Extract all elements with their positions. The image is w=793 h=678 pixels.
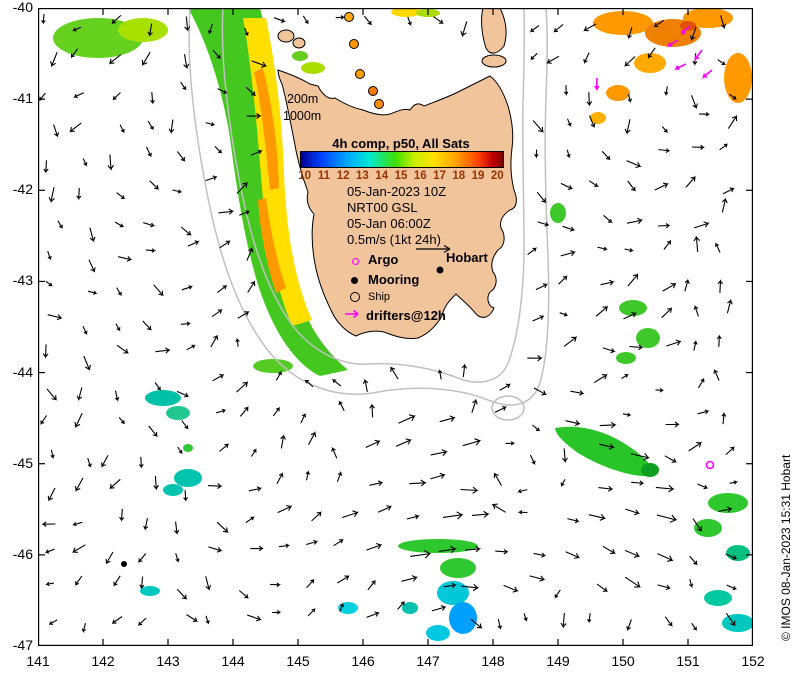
argo-float-circle (705, 460, 715, 470)
x-tick-label: 144 (221, 653, 245, 669)
y-tick-label: -46 (12, 545, 33, 562)
plot-frame (38, 8, 753, 646)
ship-observation-dot (344, 12, 354, 22)
y-tick-label: -40 (12, 0, 33, 15)
y-tick-label: -42 (12, 181, 33, 198)
colorbar-tick: 10 (298, 170, 312, 182)
legend-mooring-label: Mooring (368, 272, 420, 287)
current-datetime: 05-Jan 06:00Z (347, 216, 431, 231)
colorbar-tick: 17 (433, 170, 446, 182)
x-tick-label: 141 (26, 653, 50, 669)
map-canvas[interactable] (38, 8, 753, 646)
land-tasmania (277, 8, 517, 339)
argo-marker-icon (352, 258, 359, 265)
mooring-dot (121, 561, 127, 567)
legend-drifters-label: drifters@12h (366, 308, 446, 323)
sst-patches (53, 8, 753, 641)
sst-colorbar (300, 151, 504, 168)
x-tick-label: 151 (676, 653, 700, 669)
ship-observation-dot (355, 69, 365, 79)
copyright-text: © IMOS 08-Jan-2023 15:31 Hobart (779, 454, 793, 641)
product-name: NRT00 GSL (347, 200, 418, 215)
colorbar-tick: 20 (490, 170, 504, 182)
x-tick-label: 149 (546, 653, 570, 669)
hobart-dot (436, 266, 444, 274)
colorbar-tick: 13 (356, 170, 369, 182)
x-tick-label: 148 (481, 653, 505, 669)
colorbar-tick: 14 (375, 170, 389, 182)
tasmania-coastline (277, 69, 517, 339)
contour-label-200m: 200m (287, 92, 319, 106)
x-tick-label: 146 (351, 653, 375, 669)
y-tick-label: -47 (12, 637, 33, 653)
current-arrows-layer (39, 13, 739, 634)
colorbar-tick: 16 (413, 170, 427, 182)
legend-argo-label: Argo (368, 252, 399, 267)
x-tick-label: 145 (286, 653, 310, 669)
colorbar-tick: 18 (452, 170, 466, 182)
bathymetry-contours (188, 8, 550, 421)
x-tick-label: 150 (611, 653, 635, 669)
ship-observation-dot (349, 39, 359, 49)
current-scale-label: 0.5m/s (1kt 24h) (347, 232, 441, 247)
hobart-city-label: Hobart (446, 250, 488, 265)
ship-marker-icon (350, 292, 360, 302)
observation-markers (121, 12, 715, 567)
colorbar-tick: 19 (471, 170, 485, 182)
x-tick-label: 147 (416, 653, 440, 669)
contour-label-1000m: 1000m (283, 109, 322, 123)
y-tick-label: -41 (12, 90, 33, 107)
scale-arrow-icon (416, 244, 451, 254)
island-three-hummock (292, 37, 306, 49)
colorbar-tick-labels: 10 11 12 13 14 15 16 17 18 19 20 (295, 170, 507, 182)
colorbar-tick: 12 (336, 170, 350, 182)
colorbar-tick: 11 (317, 170, 330, 182)
mooring-marker-icon (351, 277, 358, 284)
island-flinders (481, 8, 507, 54)
colorbar-tick: 15 (394, 170, 408, 182)
x-tick-label: 152 (741, 653, 765, 669)
y-tick-label: -45 (12, 454, 33, 471)
x-tick-label: 142 (91, 653, 115, 669)
y-tick-label: -43 (12, 272, 33, 289)
sst-datetime: 05-Jan-2023 10Z (347, 184, 447, 199)
ship-observation-dot (368, 86, 378, 96)
legend-ship-label: Ship (368, 291, 391, 303)
island-hunter (277, 29, 295, 43)
island-cape-barren (481, 54, 507, 68)
x-tick-label: 143 (156, 653, 180, 669)
y-tick-label: -44 (12, 363, 33, 380)
ship-observation-dot (374, 99, 384, 109)
drifter-marker-icon (345, 309, 359, 319)
colorbar-title: 4h comp, p50, All Sats (332, 136, 470, 151)
